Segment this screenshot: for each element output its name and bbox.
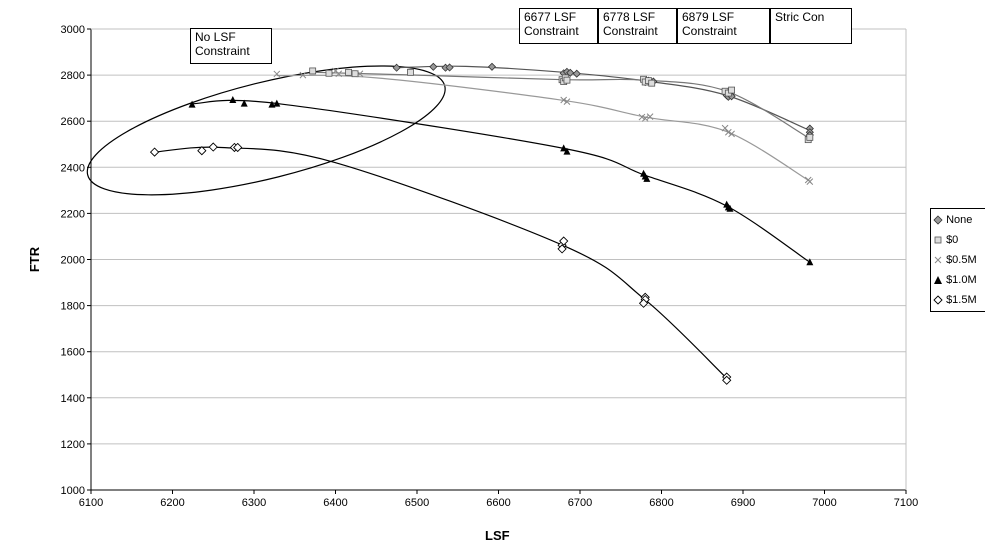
data-point <box>335 70 343 78</box>
legend-label: $1.0M <box>946 274 977 286</box>
data-point <box>557 244 567 254</box>
data-point <box>728 86 735 94</box>
annotation-6879: 6879 LSF Constraint <box>677 8 770 44</box>
x-tick-label: 6400 <box>323 497 347 509</box>
x-tick-label: 6900 <box>731 497 755 509</box>
no-constraint-ellipse <box>86 65 446 196</box>
trend-line-2 <box>276 74 811 182</box>
data-point <box>229 95 237 103</box>
data-point <box>722 375 732 385</box>
y-tick-label: 1800 <box>61 301 85 313</box>
data-point <box>643 174 651 182</box>
data-point <box>407 68 414 76</box>
no-constraint-ellipse-shape <box>86 65 446 196</box>
x-tick-label: 6800 <box>649 497 673 509</box>
data-point <box>188 100 196 108</box>
x-tick-label: 6600 <box>486 497 510 509</box>
x-marker-icon <box>934 256 942 264</box>
data-points <box>149 62 814 385</box>
open-diamond-marker-icon <box>933 295 943 305</box>
data-point <box>806 133 814 141</box>
x-tick-label: 6200 <box>160 497 184 509</box>
y-tick-label: 2800 <box>61 70 85 82</box>
trend-line-0 <box>396 65 811 131</box>
tick-labels: 1000 1200 1400 1600 1800 2000 2200 2400 2600 2800… <box>61 24 919 509</box>
data-point <box>572 69 581 78</box>
y-tick-label: 1600 <box>61 347 85 359</box>
diamond-marker-icon <box>933 215 943 225</box>
data-point <box>728 130 735 138</box>
data-point <box>638 298 649 308</box>
data-point <box>559 236 569 246</box>
y-tick-label: 2000 <box>61 255 85 267</box>
data-point <box>268 100 276 108</box>
data-point <box>240 99 248 107</box>
data-point <box>560 96 568 104</box>
y-tick-label: 2400 <box>61 162 85 174</box>
legend-item-1-0m: $1.0M <box>933 273 977 287</box>
legend-label: $0 <box>946 234 959 246</box>
y-axis-label: FTR <box>27 246 43 273</box>
x-tick-label: 6700 <box>568 497 592 509</box>
data-point <box>726 204 734 212</box>
data-point <box>197 146 207 156</box>
data-point <box>149 147 160 157</box>
x-axis-label: LSF <box>485 528 510 543</box>
data-point <box>560 144 568 152</box>
data-point <box>487 62 497 71</box>
square-marker-icon <box>934 236 942 244</box>
data-point <box>208 142 218 152</box>
data-point <box>563 147 571 155</box>
data-point <box>563 98 571 105</box>
data-point <box>299 71 307 79</box>
y-tick-label: 1400 <box>61 393 85 405</box>
y-tick-label: 2600 <box>61 116 85 128</box>
annotation-6778: 6778 LSF Constraint <box>598 8 677 44</box>
legend: None $0 $0.5M $1.0M $1.5M <box>930 208 985 312</box>
data-point <box>345 68 352 76</box>
x-tick-label: 7000 <box>812 497 836 509</box>
legend-item-0: $0 <box>933 233 958 247</box>
annotation-no-constraint: No LSF Constraint <box>190 28 272 64</box>
y-tick-label: 1000 <box>61 485 85 497</box>
data-point <box>233 142 243 153</box>
data-point <box>648 79 656 87</box>
legend-label: $1.5M <box>946 294 977 306</box>
annotation-6677: 6677 LSF Constraint <box>519 8 598 44</box>
data-point <box>273 99 281 107</box>
data-point <box>646 113 654 120</box>
trend-line-4 <box>154 146 728 379</box>
axes <box>87 28 907 494</box>
x-tick-label: 6500 <box>405 497 429 509</box>
data-point <box>351 70 359 78</box>
data-point <box>445 63 454 72</box>
x-tick-label: 7100 <box>894 497 918 509</box>
data-point <box>325 69 333 77</box>
legend-label: $0.5M <box>946 254 977 266</box>
data-point <box>429 62 438 71</box>
y-tick-label: 2200 <box>61 208 85 220</box>
data-point <box>273 70 281 78</box>
legend-item-0-5m: $0.5M <box>933 253 977 267</box>
data-point <box>392 63 401 72</box>
y-tick-label: 3000 <box>61 24 85 36</box>
data-point <box>806 178 814 185</box>
triangle-marker-icon <box>934 276 942 285</box>
y-tick-label: 1200 <box>61 439 85 451</box>
data-point <box>806 258 814 266</box>
x-tick-label: 6100 <box>79 497 103 509</box>
legend-item-none: None <box>933 213 972 227</box>
data-point <box>641 115 649 122</box>
data-point <box>724 128 732 136</box>
data-point <box>721 124 729 132</box>
legend-label: None <box>946 214 973 226</box>
data-point <box>309 67 317 75</box>
annotation-strict: Stric Con <box>770 8 852 44</box>
legend-item-1-5m: $1.5M <box>933 293 977 307</box>
x-tick-label: 6300 <box>242 497 266 509</box>
data-point <box>356 70 364 78</box>
data-point <box>563 76 571 84</box>
